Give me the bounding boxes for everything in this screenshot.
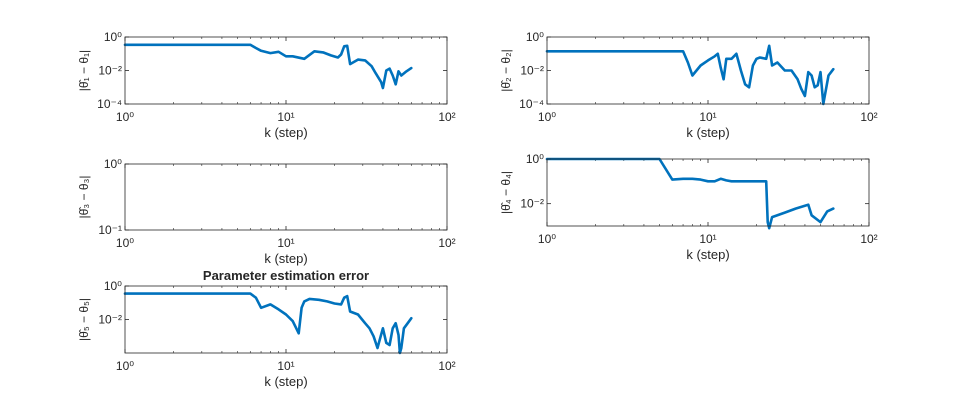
subplot-theta1-error: 10⁰ 10¹ 10² 10⁻⁴ 10⁻² 10⁰ k (step) |θ̂₁ − θ₁| xyxy=(77,30,456,140)
y-tick-label: 10⁰ xyxy=(526,30,544,44)
y-axis-label: |θ̂₃ − θ₃| xyxy=(77,175,91,218)
subplot-theta5-error: 10⁰ 10¹ 10² 10⁻² 10⁰ k (step) |θ̂₅ − θ₅| Parame… xyxy=(77,268,456,389)
y-axis-label: |θ̂₂ − θ₂| xyxy=(499,49,513,92)
x-tick-label: 10⁰ xyxy=(116,236,134,250)
x-tick-label: 10² xyxy=(438,359,455,373)
x-tick-label: 10² xyxy=(438,110,455,124)
x-tick-label: 10¹ xyxy=(699,110,716,124)
x-tick-label: 10⁰ xyxy=(116,110,134,124)
x-tick-label: 10⁰ xyxy=(538,232,556,246)
series-line-1 xyxy=(545,157,835,230)
y-tick-label: 10⁻² xyxy=(98,64,122,78)
plot-area xyxy=(125,164,447,230)
y-tick-label: 10⁰ xyxy=(104,157,122,171)
y-tick-label: 10⁻¹ xyxy=(98,223,122,237)
chart-title: Parameter estimation error xyxy=(203,268,369,283)
y-axis-label: |θ̂₅ − θ₅| xyxy=(77,298,91,341)
x-tick-label: 10² xyxy=(860,232,877,246)
x-axis-label: k (step) xyxy=(264,374,307,389)
y-axis-label: |θ̂₁ − θ₁| xyxy=(77,50,91,91)
x-axis-label: k (step) xyxy=(264,125,307,140)
x-tick-label: 10⁰ xyxy=(116,359,134,373)
plot-area xyxy=(125,286,447,353)
x-axis-label: k (step) xyxy=(686,125,729,140)
plot-area xyxy=(547,37,869,104)
x-axis-label: k (step) xyxy=(686,247,729,262)
series-line-1 xyxy=(545,44,835,106)
y-tick-label: 10⁰ xyxy=(104,30,122,44)
plot-area xyxy=(547,159,869,226)
series-line-1 xyxy=(123,43,413,90)
y-tick-label: 10⁻² xyxy=(98,313,122,327)
x-tick-label: 10¹ xyxy=(699,232,716,246)
subplot-theta4-error: 10⁰ 10¹ 10² 10⁻² 10⁰ k (step) |θ̂₄ − θ₄| xyxy=(499,152,878,262)
x-tick-label: 10² xyxy=(860,110,877,124)
y-tick-label: 10⁻² xyxy=(520,64,544,78)
x-tick-label: 10² xyxy=(438,236,455,250)
y-tick-label: 10⁰ xyxy=(526,152,544,166)
plot-area xyxy=(125,37,447,104)
y-tick-label: 10⁻² xyxy=(520,197,544,211)
x-tick-label: 10¹ xyxy=(277,236,294,250)
series-line-1 xyxy=(123,292,413,355)
x-axis-label: k (step) xyxy=(264,251,307,266)
y-tick-label: 10⁻⁴ xyxy=(519,97,544,111)
x-tick-label: 10¹ xyxy=(277,110,294,124)
y-axis-label: |θ̂₄ − θ₄| xyxy=(499,171,513,214)
subplot-theta2-error: 10⁰ 10¹ 10² 10⁻⁴ 10⁻² 10⁰ k (step) |θ̂₂ − θ₂| xyxy=(499,30,878,140)
y-tick-label: 10⁰ xyxy=(104,279,122,293)
x-tick-label: 10⁰ xyxy=(538,110,556,124)
y-tick-label: 10⁻⁴ xyxy=(97,97,122,111)
x-tick-label: 10¹ xyxy=(277,359,294,373)
